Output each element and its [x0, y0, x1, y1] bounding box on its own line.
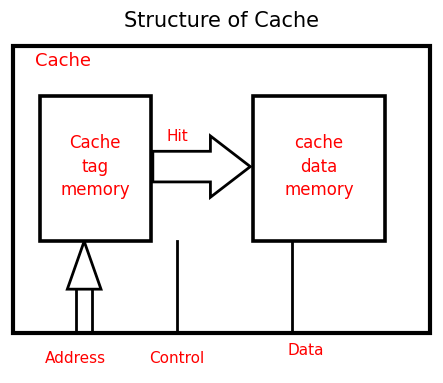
Text: cache
data
memory: cache data memory: [284, 134, 354, 199]
Bar: [253, 96, 385, 241]
Text: Structure of Cache: Structure of Cache: [124, 11, 319, 31]
Text: Address: Address: [45, 350, 106, 366]
Text: Hit: Hit: [166, 129, 188, 144]
Text: Cache: Cache: [35, 52, 91, 70]
Polygon shape: [153, 136, 250, 197]
Polygon shape: [67, 241, 101, 289]
Bar: [13, 46, 430, 333]
Text: Data: Data: [288, 343, 324, 358]
Text: Control: Control: [150, 350, 205, 366]
Text: Cache
tag
memory: Cache tag memory: [60, 134, 130, 199]
Bar: [40, 96, 151, 241]
